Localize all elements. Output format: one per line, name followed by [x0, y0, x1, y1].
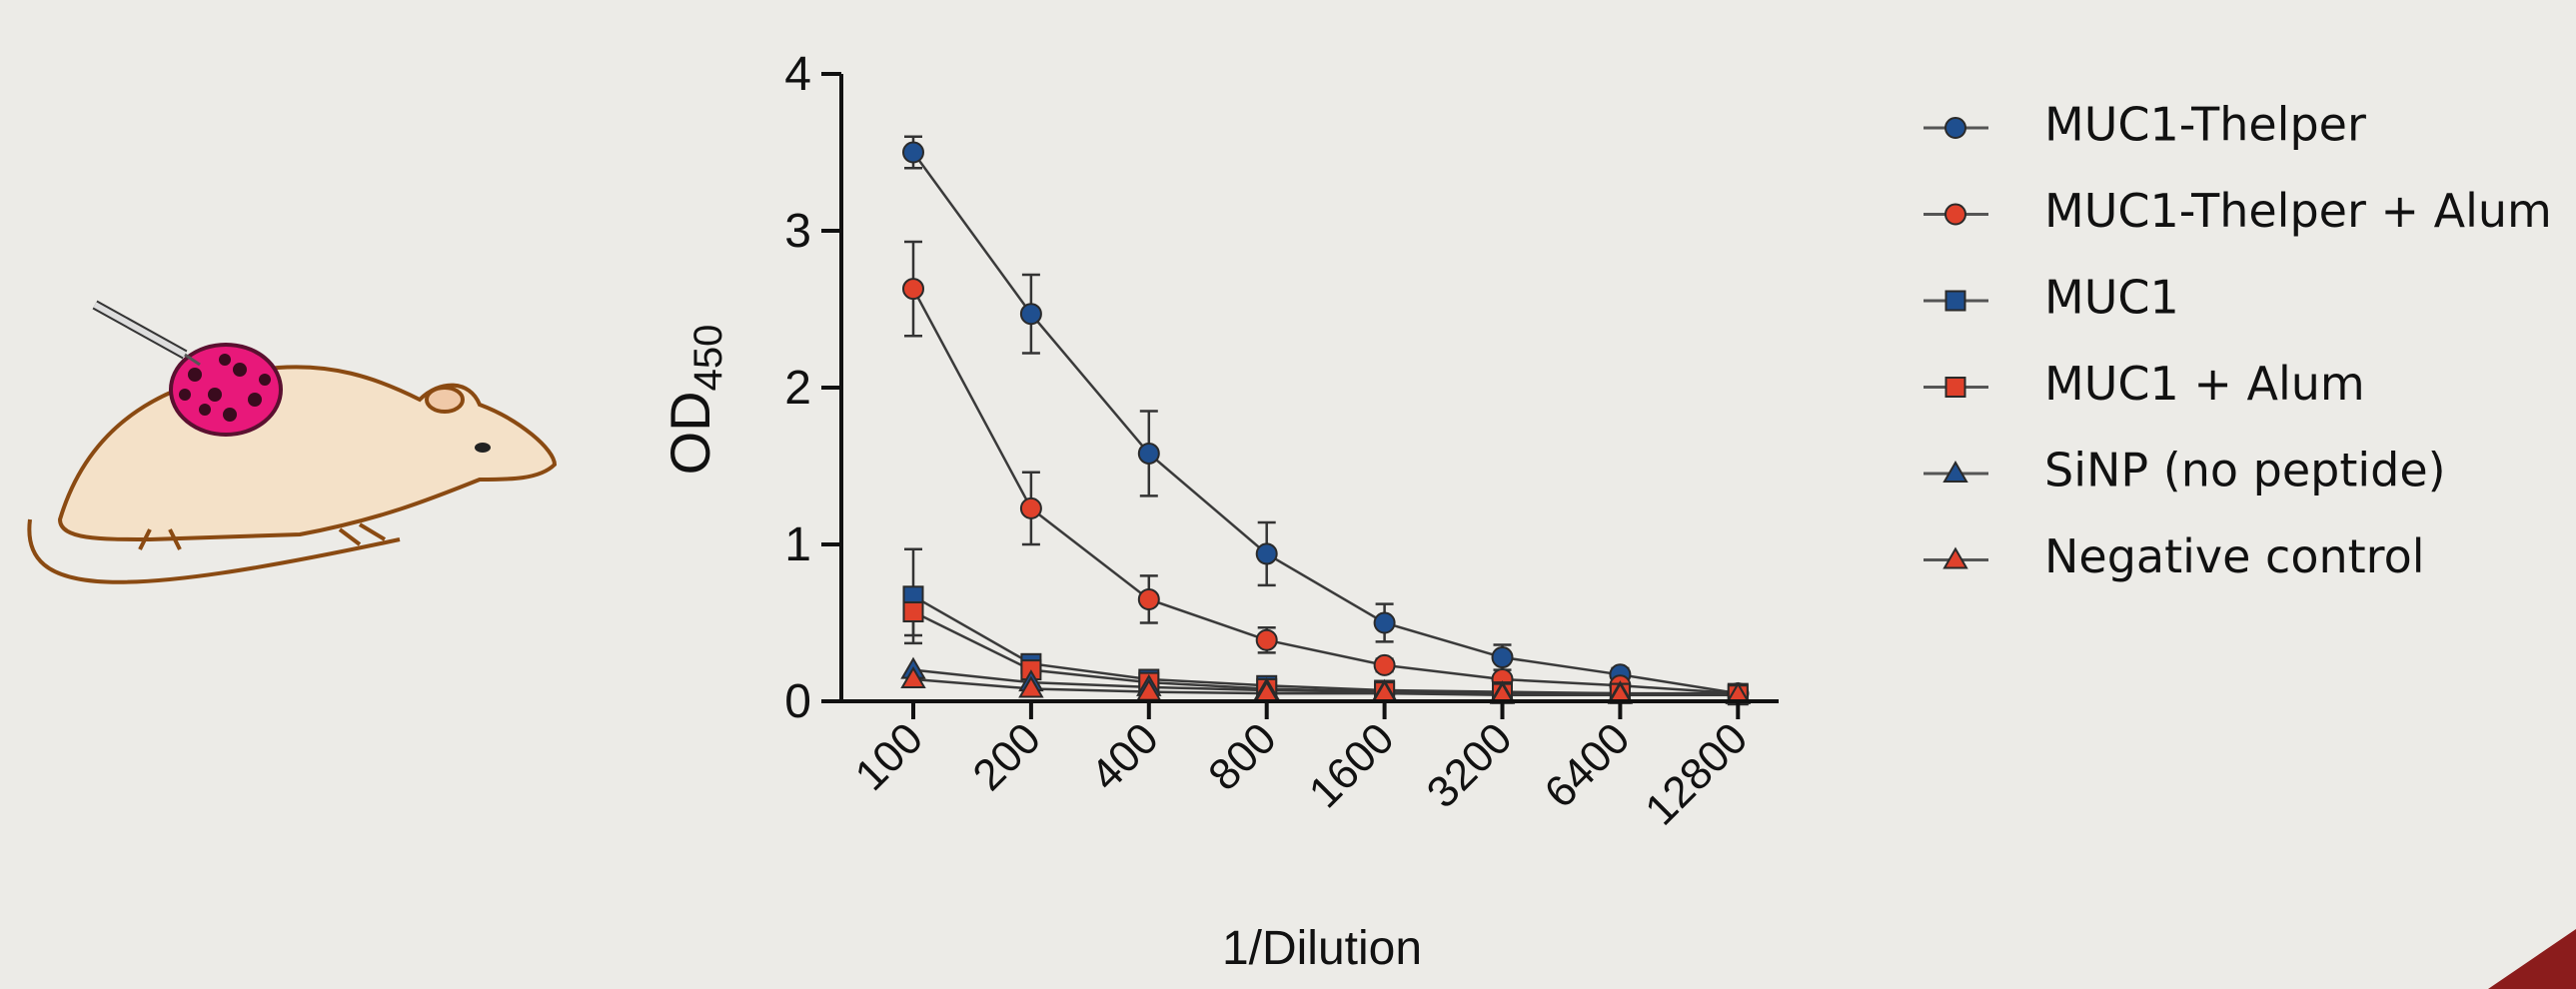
data-point — [1255, 628, 1278, 651]
series-line — [912, 677, 1739, 696]
data-point — [1373, 653, 1396, 676]
legend-marker — [1942, 546, 1968, 569]
legend-marker — [1944, 203, 1966, 226]
legend-label: MUC1 + Alum — [2044, 357, 2365, 411]
y-axis-label-main: OD — [658, 391, 721, 475]
legend-label: Negative control — [2044, 529, 2425, 583]
series-line — [911, 151, 1739, 695]
legend-label: MUC1-Thelper — [2044, 98, 2366, 152]
data-point — [1137, 587, 1160, 610]
y-tick-label: 1 — [784, 518, 811, 571]
data-point — [1019, 303, 1042, 326]
y-tick-label: 2 — [784, 362, 811, 415]
series-line — [911, 288, 1739, 695]
y-axis-label-subscript: 450 — [686, 325, 730, 392]
series-line — [912, 668, 1739, 696]
legend-marker — [1942, 461, 1968, 483]
legend-label: SiNP (no peptide) — [2044, 444, 2446, 497]
legend-marker — [1944, 377, 1966, 398]
data-point — [1019, 496, 1042, 519]
data-point — [900, 666, 926, 689]
corner-decoration — [2488, 929, 2576, 989]
data-point — [1018, 675, 1044, 698]
data-point — [902, 141, 924, 164]
data-point — [1137, 442, 1160, 465]
x-axis-label: 1/Dilution — [1222, 922, 1422, 975]
data-point — [1491, 646, 1514, 669]
y-tick-label: 3 — [784, 205, 811, 258]
legend-label: MUC1-Thelper + Alum — [2044, 184, 2552, 238]
data-point — [902, 278, 924, 301]
legend-marker — [1944, 117, 1966, 139]
legend-marker — [1944, 290, 1966, 312]
y-tick-label: 0 — [784, 675, 811, 728]
plot — [900, 135, 1752, 706]
y-axis-label: OD450 — [658, 325, 730, 476]
data-point — [1373, 611, 1396, 634]
data-point — [1255, 542, 1278, 565]
mouse-illustration — [27, 300, 558, 584]
legend-label: MUC1 — [2044, 271, 2179, 325]
data-point — [902, 601, 924, 623]
y-tick-label: 4 — [784, 48, 811, 101]
